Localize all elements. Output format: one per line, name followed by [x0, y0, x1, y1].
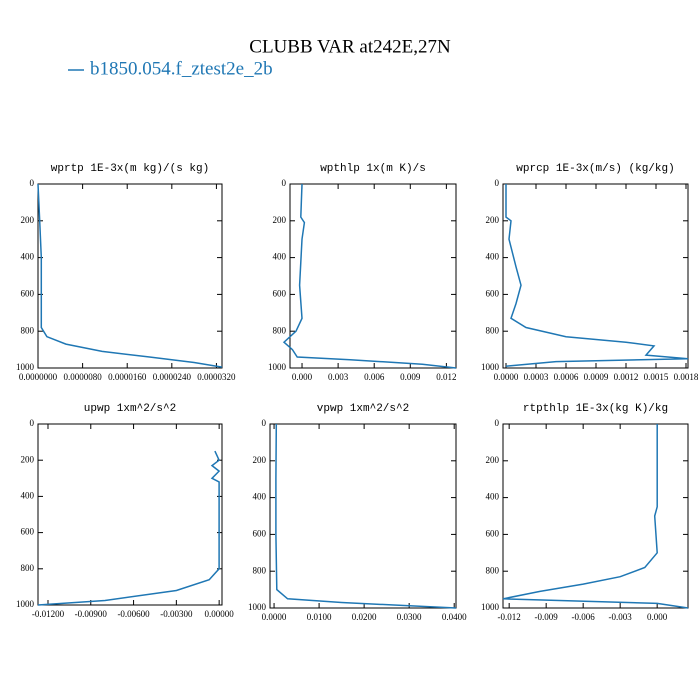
- y-tick-label: 600: [486, 528, 500, 538]
- y-tick-label: 0: [30, 178, 35, 188]
- y-tick-label: 0: [495, 178, 500, 188]
- y-tick-label: 400: [253, 492, 267, 502]
- legend-label: b1850.054.f_ztest2e_2b: [90, 58, 273, 79]
- x-tick-label: -0.006: [572, 612, 596, 622]
- plot-frame: [37, 423, 223, 606]
- x-tick-label: 0.0000: [262, 612, 287, 622]
- y-tick-label: 600: [21, 527, 35, 537]
- panel-title: upwp 1xm^2/s^2: [84, 403, 176, 415]
- profile-line: [37, 183, 223, 368]
- x-tick-label: -0.003: [609, 612, 633, 622]
- plot-frame: [502, 423, 689, 609]
- y-tick-label: 200: [253, 455, 267, 465]
- y-tick-label: 400: [486, 252, 500, 262]
- y-tick-label: 200: [486, 215, 500, 225]
- y-tick-label: 600: [253, 528, 267, 538]
- x-tick-label: 0.000: [647, 612, 668, 622]
- x-tick-label: 0.0000240: [153, 372, 192, 382]
- x-tick-label: 0.0000320: [197, 372, 236, 382]
- y-tick-label: 800: [273, 325, 287, 335]
- x-tick-label: 0.000: [292, 372, 313, 382]
- x-tick-label: 0.0300: [397, 612, 422, 622]
- y-tick-label: 1000: [16, 599, 35, 609]
- y-tick-label: 800: [21, 325, 35, 335]
- y-tick-label: 1000: [481, 362, 500, 372]
- x-tick-label: -0.009: [535, 612, 559, 622]
- y-tick-label: 400: [486, 492, 500, 502]
- profile-line: [505, 184, 689, 367]
- x-tick-label: -0.012: [498, 612, 521, 622]
- plot-frame: [289, 183, 457, 369]
- y-tick-label: 1000: [248, 602, 267, 612]
- x-tick-label: 0.0000: [494, 372, 519, 382]
- x-tick-label: 0.0000160: [108, 372, 147, 382]
- y-tick-label: 200: [21, 454, 35, 464]
- y-tick-label: 600: [486, 288, 500, 298]
- profile-line: [282, 183, 457, 369]
- x-tick-label: 0.0000080: [63, 372, 102, 382]
- x-tick-label: -0.00900: [75, 609, 108, 619]
- x-tick-label: 0.009: [400, 372, 421, 382]
- y-tick-label: 0: [282, 178, 287, 188]
- y-tick-label: 200: [486, 455, 500, 465]
- y-tick-label: 600: [21, 288, 35, 298]
- y-tick-label: 800: [21, 563, 35, 573]
- plot-frame: [502, 183, 689, 369]
- y-tick-label: 800: [486, 565, 500, 575]
- plot-frame: [269, 423, 457, 609]
- x-tick-label: 0.012: [436, 372, 456, 382]
- y-tick-label: 600: [273, 288, 287, 298]
- x-tick-label: 0.0018: [674, 372, 699, 382]
- x-tick-label: 0.006: [364, 372, 385, 382]
- x-tick-label: 0.00000: [205, 609, 235, 619]
- panel-title: wprcp 1E-3x(m/s) (kg/kg): [516, 163, 674, 175]
- x-tick-label: -0.01200: [32, 609, 65, 619]
- x-tick-label: -0.00300: [160, 609, 193, 619]
- profile-line: [502, 424, 689, 609]
- panel-title: rtpthlp 1E-3x(kg K)/kg: [523, 403, 668, 415]
- y-tick-label: 400: [21, 490, 35, 500]
- x-tick-label: 0.0200: [352, 612, 377, 622]
- x-tick-label: -0.00600: [117, 609, 150, 619]
- y-tick-label: 0: [495, 418, 500, 428]
- x-tick-label: 0.0003: [524, 372, 549, 382]
- x-tick-label: 0.0000000: [19, 372, 58, 382]
- y-tick-label: 1000: [16, 362, 35, 372]
- x-tick-label: 0.0006: [554, 372, 579, 382]
- y-tick-label: 200: [21, 215, 35, 225]
- y-tick-label: 0: [30, 418, 35, 428]
- y-tick-label: 800: [486, 325, 500, 335]
- x-tick-label: 0.0015: [644, 372, 669, 382]
- y-tick-label: 800: [253, 565, 267, 575]
- y-tick-label: 400: [21, 252, 35, 262]
- figure-title: CLUBB VAR at242E,27N: [249, 36, 451, 57]
- y-tick-label: 1000: [268, 362, 287, 372]
- x-tick-label: 0.0012: [614, 372, 639, 382]
- y-tick-label: 0: [262, 418, 267, 428]
- profile-line: [275, 423, 457, 609]
- y-tick-label: 400: [273, 252, 287, 262]
- panel-title: wpthlp 1x(m K)/s: [320, 163, 426, 175]
- y-tick-label: 1000: [481, 602, 500, 612]
- profile-line: [37, 450, 221, 606]
- x-tick-label: 0.0100: [307, 612, 332, 622]
- x-tick-label: 0.0009: [584, 372, 609, 382]
- plot-frame: [37, 183, 223, 369]
- panel-title: wprtp 1E-3x(m kg)/(s kg): [51, 163, 209, 175]
- panel-title: vpwp 1xm^2/s^2: [317, 403, 409, 415]
- x-tick-label: 0.0400: [442, 612, 467, 622]
- y-tick-label: 200: [273, 215, 287, 225]
- x-tick-label: 0.003: [328, 372, 349, 382]
